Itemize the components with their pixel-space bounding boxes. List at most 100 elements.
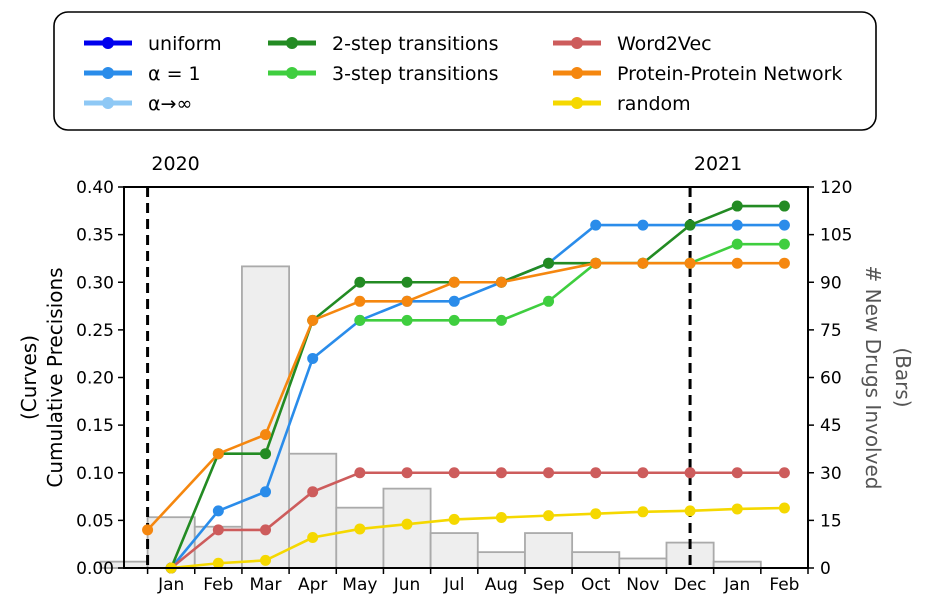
series-line-4	[359, 242, 785, 322]
ytick-right-8: 120	[820, 178, 852, 198]
bar-11	[618, 557, 668, 569]
xtick-1: Feb	[203, 575, 233, 595]
series-4-point-3	[495, 314, 507, 326]
series-7-point-6	[448, 513, 460, 525]
xtick-0: Jan	[157, 575, 184, 595]
series-5-point-6	[448, 467, 460, 479]
series-4-point-1	[401, 314, 413, 326]
ytick-right-1: 15	[820, 511, 842, 531]
ylabel-left-line-0: (Curves)	[17, 335, 41, 420]
legend-swatch-marker-6	[571, 67, 583, 79]
legend-label-0: uniform	[148, 33, 222, 55]
series-3-point-13	[778, 200, 790, 212]
series-5-point-2	[260, 524, 272, 536]
ytick-left-6: 0.30	[76, 273, 114, 293]
bar-8	[476, 551, 526, 569]
ytick-right-2: 30	[820, 464, 842, 484]
bar-7	[429, 532, 479, 569]
legend-swatch-marker-7	[571, 97, 583, 109]
ytick-left-0: 0.00	[76, 559, 114, 579]
ytick-left-1: 0.05	[76, 511, 114, 531]
series-7-point-8	[543, 510, 555, 522]
bar-5	[335, 506, 385, 569]
series-line-5	[170, 471, 785, 570]
series-4-point-2	[448, 314, 460, 326]
series-1-point-10	[637, 219, 649, 231]
series-6-point-8	[590, 257, 602, 269]
ytick-left-8: 0.40	[76, 178, 114, 198]
series-5-point-9	[590, 467, 602, 479]
axes: 0.00 0.05 0.10 0.15 0.20 0.25 0.30 0.35 0.40 0 15 3…	[76, 178, 852, 595]
xtick-13: Feb	[769, 575, 799, 595]
legend-label-6: Protein-Protein Network	[617, 63, 842, 85]
series-1-point-2	[260, 486, 272, 498]
xtick-8: Sep	[533, 575, 565, 595]
xtick-7: Aug	[485, 575, 518, 595]
legend-label-1: α = 1	[148, 63, 201, 85]
series-6-point-5	[401, 295, 413, 307]
series-6-point-12	[778, 257, 790, 269]
ytick-left-7: 0.35	[76, 226, 114, 246]
series-3-point-11	[684, 219, 696, 231]
series-1-point-3	[307, 352, 319, 364]
legend-swatch-marker-2	[102, 97, 114, 109]
series-6-point-10	[684, 257, 696, 269]
xtick-4: May	[342, 575, 377, 595]
xtick-2: Mar	[249, 575, 281, 595]
series-6-point-11	[731, 257, 743, 269]
ylabel-left-line-1: Cumulative Precisions	[43, 267, 67, 487]
series-6-point-1	[212, 448, 224, 460]
series-5-point-1	[212, 524, 224, 536]
xtick-10: Nov	[626, 575, 659, 595]
xtick-5: Jun	[393, 575, 421, 595]
series-lines	[142, 200, 790, 574]
legend-swatch-marker-3	[286, 37, 298, 49]
series-3-point-12	[731, 200, 743, 212]
axis-labels: 2020 2021 (Curves) Cumulative Precisions # N…	[17, 153, 915, 489]
series-4-point-4	[543, 295, 555, 307]
series-5-point-7	[495, 467, 507, 479]
legend-swatch-marker-1	[102, 67, 114, 79]
ytick-right-4: 60	[820, 369, 842, 389]
legend-label-3: 2-step transitions	[332, 33, 499, 55]
series-7-point-10	[637, 506, 649, 518]
series-line-7	[171, 506, 785, 570]
legend-swatch-marker-0	[102, 37, 114, 49]
series-4-point-8	[731, 238, 743, 250]
series-7-point-9	[590, 508, 602, 520]
legend-swatch-marker-5	[571, 37, 583, 49]
legend-label-7: random	[617, 93, 691, 115]
series-3-point-8	[543, 257, 555, 269]
series-7-point-5	[401, 518, 413, 530]
series-4-point-0	[354, 314, 366, 326]
series-1-point-1	[212, 505, 224, 517]
legend-label-5: Word2Vec	[617, 33, 712, 55]
legend-label-2: α→∞	[148, 93, 192, 115]
year-label-0: 2020	[151, 153, 199, 175]
series-5-point-4	[354, 467, 366, 479]
legend-swatch-marker-4	[286, 67, 298, 79]
series-5-point-8	[543, 467, 555, 479]
series-6-point-4	[354, 295, 366, 307]
series-7-point-7	[495, 512, 507, 524]
legend-label-4: 3-step transitions	[332, 63, 499, 85]
series-5-point-13	[778, 467, 790, 479]
series-1-point-9	[590, 219, 602, 231]
ytick-left-3: 0.15	[76, 416, 114, 436]
series-7-point-1	[212, 557, 224, 569]
bar-10	[571, 551, 621, 569]
series-1-point-12	[731, 219, 743, 231]
bar-1	[146, 516, 196, 569]
series-line-1	[170, 223, 785, 569]
legend: uniform α = 1 α→∞ 2-step transitions 3-step …	[53, 11, 877, 131]
series-6-point-3	[307, 314, 319, 326]
series-6-point-9	[637, 257, 649, 269]
series-5-point-3	[307, 486, 319, 498]
series-1-point-6	[448, 295, 460, 307]
series-7-point-2	[260, 554, 272, 566]
bar-4	[288, 452, 338, 569]
series-3-point-5	[401, 276, 413, 288]
series-7-point-4	[354, 523, 366, 535]
series-7-point-13	[778, 502, 790, 514]
